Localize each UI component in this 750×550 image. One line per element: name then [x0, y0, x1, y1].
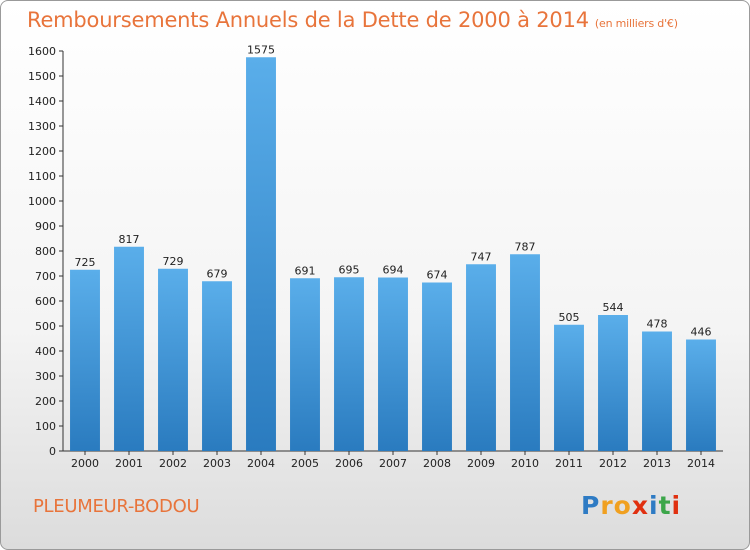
bar-2004 [246, 57, 276, 451]
data-label-2002: 729 [163, 255, 184, 268]
logo-letter: P [581, 491, 601, 520]
chart-unit: (en milliers d'€) [594, 17, 678, 30]
bar-2010 [510, 254, 540, 451]
data-label-2009: 747 [471, 250, 492, 263]
data-labels: 725 817 729 679 1575 691 695 694 674 747 787 505 544… [75, 43, 712, 338]
y-tick-label: 0 [49, 445, 56, 458]
data-label-2011: 505 [559, 311, 580, 324]
x-tick-label: 2004 [247, 457, 275, 470]
bar-2003 [202, 281, 232, 451]
x-tick-label: 2012 [599, 457, 627, 470]
x-tick-label: 2003 [203, 457, 231, 470]
y-tick-label: 1000 [28, 195, 56, 208]
data-label-2012: 544 [603, 301, 624, 314]
x-tick-label: 2007 [379, 457, 407, 470]
bar-2011 [554, 324, 584, 451]
data-label-2008: 674 [427, 269, 448, 282]
bars [70, 57, 716, 451]
logo-letter: i [649, 491, 659, 520]
x-tick-label: 2010 [511, 457, 539, 470]
bar-2002 [158, 268, 188, 451]
y-tick-label: 1400 [28, 95, 56, 108]
bar-2005 [290, 278, 320, 451]
bar-2009 [466, 264, 496, 451]
x-tick-label: 2001 [115, 457, 143, 470]
data-label-2003: 679 [207, 267, 228, 280]
y-tick-label: 300 [35, 370, 56, 383]
data-label-2010: 787 [515, 240, 536, 253]
y-tick-label: 600 [35, 295, 56, 308]
bar-2008 [422, 282, 452, 451]
logo-letter: t [658, 491, 672, 520]
y-tick-label: 1500 [28, 70, 56, 83]
bar-2001 [114, 246, 144, 451]
bar-2013 [642, 331, 672, 451]
y-tick-label: 200 [35, 395, 56, 408]
y-axis: 0 100 200 300 400 500 600 700 800 900 1000 1100 1200… [28, 45, 64, 458]
x-tick-label: 2005 [291, 457, 319, 470]
x-tick-label: 2013 [643, 457, 671, 470]
data-label-2000: 725 [75, 256, 96, 269]
proxiti-logo[interactable]: Proxiti [581, 491, 681, 520]
x-tick-label: 2006 [335, 457, 363, 470]
chart-title: Remboursements Annuels de la Dette de 20… [27, 8, 678, 32]
y-tick-label: 1200 [28, 145, 56, 158]
bar-2000 [70, 269, 100, 451]
logo-letter: i [671, 491, 682, 520]
x-tick-label: 2011 [555, 457, 583, 470]
y-tick-label: 400 [35, 345, 56, 358]
logo-letter: x [631, 491, 649, 520]
logo-letter: r [600, 491, 614, 520]
x-tick-label: 2008 [423, 457, 451, 470]
y-tick-label: 1300 [28, 120, 56, 133]
y-tick-label: 100 [35, 420, 56, 433]
data-label-2004: 1575 [247, 43, 275, 56]
bar-2007 [378, 277, 408, 451]
commune-name: PLEUMEUR-BODOU [33, 496, 200, 517]
logo-letter: o [613, 491, 632, 520]
bar-2006 [334, 277, 364, 451]
data-label-2005: 691 [295, 264, 316, 277]
chart-title-text: Remboursements Annuels de la Dette de 20… [27, 8, 589, 32]
y-tick-label: 900 [35, 220, 56, 233]
data-label-2014: 446 [691, 326, 712, 339]
x-tick-label: 2002 [159, 457, 187, 470]
x-tick-label: 2009 [467, 457, 495, 470]
data-label-2006: 695 [339, 263, 360, 276]
y-tick-label: 800 [35, 245, 56, 258]
bar-2014 [686, 339, 716, 451]
data-label-2007: 694 [383, 264, 404, 277]
data-label-2013: 478 [647, 318, 668, 331]
y-tick-label: 1100 [28, 170, 56, 183]
y-tick-label: 500 [35, 320, 56, 333]
x-axis: 2000 2001 2002 2003 2004 2005 2006 2007 2008 2009… [63, 450, 723, 470]
y-tick-label: 700 [35, 270, 56, 283]
bar-2012 [598, 315, 628, 451]
x-tick-label: 2014 [687, 457, 715, 470]
bar-chart: 0 100 200 300 400 500 600 700 800 900 1000 1100 1200… [28, 43, 723, 470]
data-label-2001: 817 [119, 233, 140, 246]
x-tick-label: 2000 [71, 457, 99, 470]
y-tick-label: 1600 [28, 45, 56, 58]
